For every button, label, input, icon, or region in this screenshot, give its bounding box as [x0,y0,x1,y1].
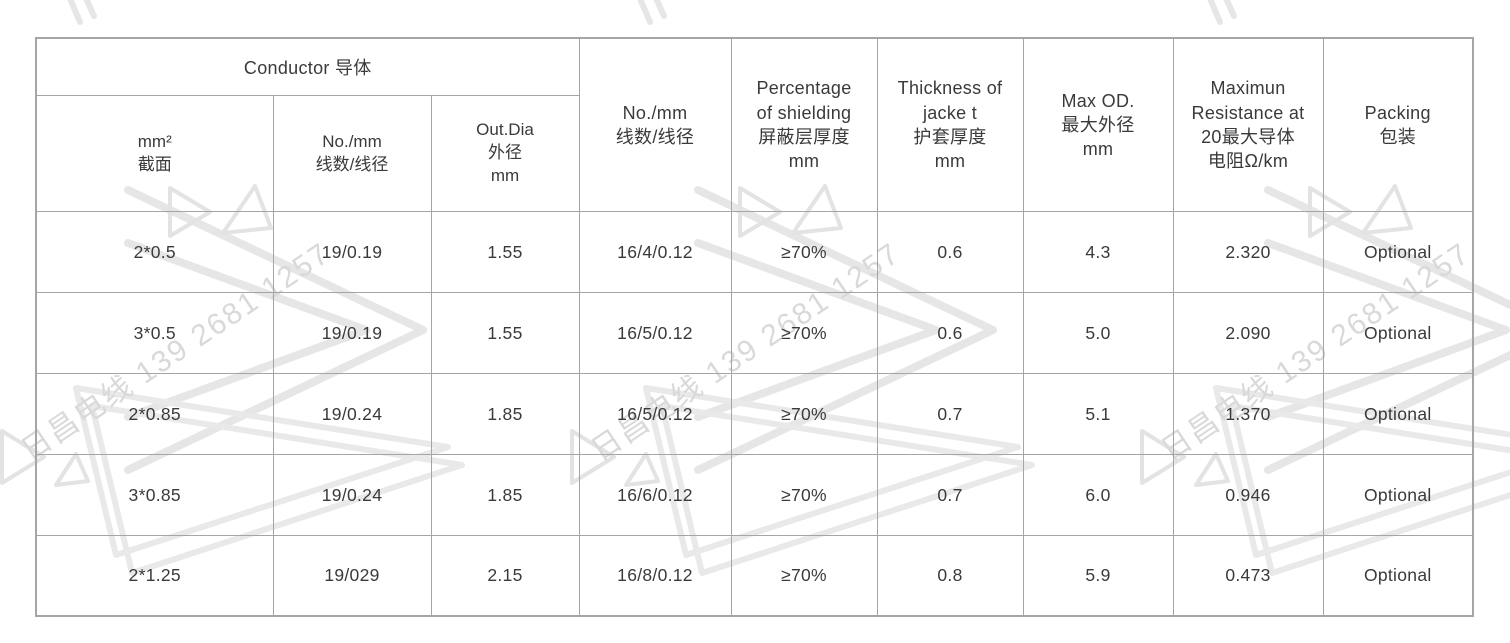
table-cell: 0.6 [876,292,1024,374]
column-header-shield-strands: No./mm 线数/线径 [578,37,732,212]
table-cell: 19/0.19 [272,292,432,374]
column-header-conductor-strands: No./mm 线数/线径 [272,95,432,212]
table-cell: ≥70% [730,211,878,293]
column-header-max-resistance: Maximun Resistance at 20最大导体 电阻Ω/km [1172,37,1324,212]
table-cell: ≥70% [730,454,878,536]
table-row: 2*1.25 19/029 2.15 16/8/0.12 ≥70% 0.8 5.… [35,535,1474,617]
table-cell: 5.0 [1022,292,1174,374]
column-header-out-dia: Out.Dia 外径 mm [430,95,580,212]
column-header-cross-section: mm² 截面 [35,95,274,212]
table-cell: Optional [1322,535,1474,617]
table-cell: 1.85 [430,454,580,536]
table-cell: 2*0.5 [35,211,274,293]
table-cell: ≥70% [730,373,878,455]
table-cell: 16/6/0.12 [578,454,732,536]
table-cell: ≥70% [730,292,878,374]
column-header-max-od: Max OD. 最大外径 mm [1022,37,1174,212]
table-cell: 2.090 [1172,292,1324,374]
table-cell: 5.1 [1022,373,1174,455]
table-cell: 5.9 [1022,535,1174,617]
table-cell: 0.8 [876,535,1024,617]
table-cell: 2.320 [1172,211,1324,293]
table-cell: ≥70% [730,535,878,617]
table-row: 3*0.85 19/0.24 1.85 16/6/0.12 ≥70% 0.7 6… [35,454,1474,536]
table-cell: 1.55 [430,211,580,293]
table-cell: 19/029 [272,535,432,617]
table-cell: Optional [1322,454,1474,536]
table-cell: 0.7 [876,373,1024,455]
table-cell: 1.85 [430,373,580,455]
table-cell: 16/5/0.12 [578,373,732,455]
table-cell: Optional [1322,292,1474,374]
table-row: 2*0.5 19/0.19 1.55 16/4/0.12 ≥70% 0.6 4.… [35,211,1474,293]
header-row-sub: mm² 截面 No./mm 线数/线径 Out.Dia 外径 mm [35,95,1473,212]
table-cell: 16/8/0.12 [578,535,732,617]
table-cell: 16/4/0.12 [578,211,732,293]
table-row: 2*0.85 19/0.24 1.85 16/5/0.12 ≥70% 0.7 5… [35,373,1474,455]
table-cell: 1.370 [1172,373,1324,455]
table-cell: 2*1.25 [35,535,274,617]
table-cell: 0.7 [876,454,1024,536]
table-cell: 2.15 [430,535,580,617]
table-cell: 6.0 [1022,454,1174,536]
table-cell: 0.6 [876,211,1024,293]
table-cell: 0.946 [1172,454,1324,536]
table-cell: Optional [1322,373,1474,455]
table-cell: 19/0.24 [272,454,432,536]
table-cell: 3*0.85 [35,454,274,536]
conductor-group-header: Conductor 导体 [35,37,580,96]
column-header-packing: Packing 包装 [1322,37,1474,212]
table-cell: 19/0.24 [272,373,432,455]
column-header-jacket-thickness: Thickness of jacke t 护套厚度 mm [876,37,1024,212]
table-cell: 0.473 [1172,535,1324,617]
table-cell: 2*0.85 [35,373,274,455]
table-cell: 3*0.5 [35,292,274,374]
table-cell: 16/5/0.12 [578,292,732,374]
cable-spec-table: Conductor 导体 No./mm 线数/线径 Percentage of … [35,37,1474,617]
table-cell: 19/0.19 [272,211,432,293]
table-cell: 1.55 [430,292,580,374]
header-row-group: Conductor 导体 No./mm 线数/线径 Percentage of … [35,37,1474,212]
column-header-shielding-percentage: Percentage of shielding 屏蔽层厚度 mm [730,37,878,212]
table-row: 3*0.5 19/0.19 1.55 16/5/0.12 ≥70% 0.6 5.… [35,292,1474,374]
table-cell: 4.3 [1022,211,1174,293]
table-cell: Optional [1322,211,1474,293]
